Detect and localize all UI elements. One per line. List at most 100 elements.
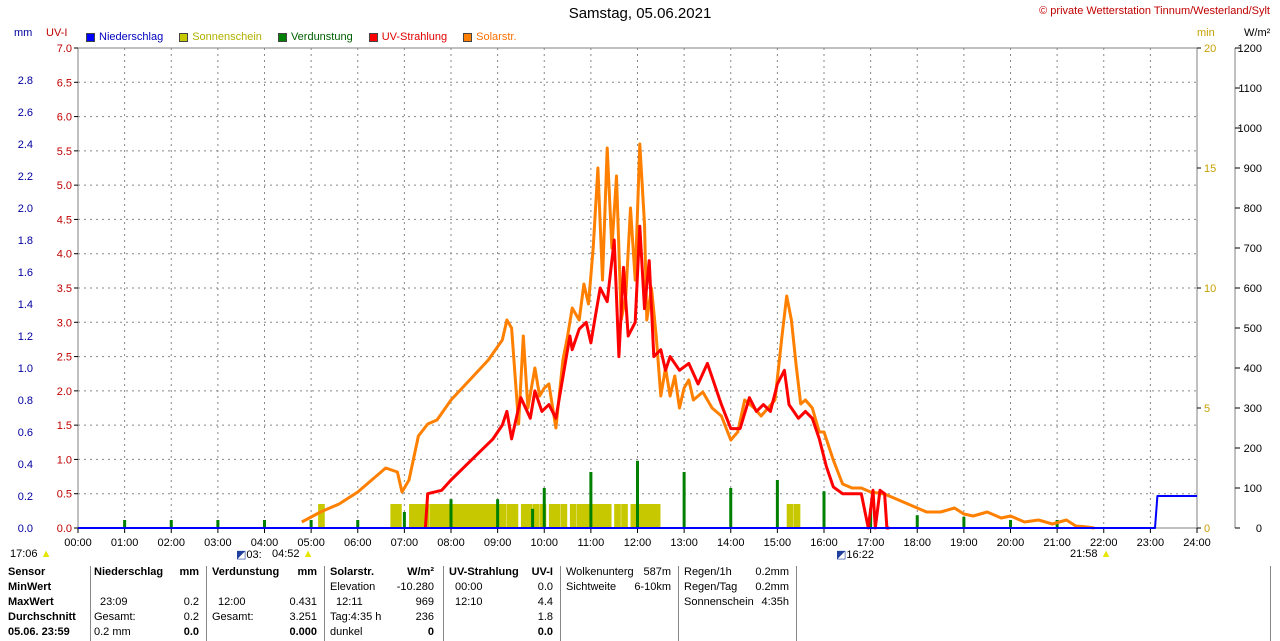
- sunshine-bar: [471, 504, 479, 528]
- wm2-tick-label: 600: [1244, 283, 1262, 295]
- sunshine-bar: [476, 504, 484, 528]
- evaporation-bar: [729, 488, 733, 528]
- sunrise-label: 04:52 ▲: [272, 548, 314, 560]
- uvi-tick-label: 5.0: [57, 180, 72, 192]
- wm2-tick-label: 400: [1244, 363, 1262, 375]
- evaporation-bar: [496, 499, 500, 528]
- legend-label: Sonnenschein: [192, 31, 262, 43]
- x-tick-label: 13:00: [670, 537, 698, 549]
- x-tick-label: 07:00: [391, 537, 419, 549]
- x-tick-label: 12:00: [624, 537, 652, 549]
- x-tick-label: 03:00: [204, 537, 232, 549]
- uvi-tick-label: 0.5: [57, 489, 72, 501]
- uvi-tick-label: 2.0: [57, 386, 72, 398]
- legend-item-niederschlag: Niederschlag: [86, 31, 163, 43]
- sunshine-bar: [506, 504, 514, 528]
- wm2-tick-label: 100: [1244, 483, 1262, 495]
- unit-wm2: W/m²: [1244, 27, 1271, 39]
- evaporation-bar: [356, 520, 360, 528]
- x-tick-label: 18:00: [903, 537, 931, 549]
- sunshine-bar: [462, 504, 470, 528]
- uvi-tick-label: 1.5: [57, 420, 72, 432]
- uvi-tick-label: 2.5: [57, 352, 72, 364]
- table-divider: [206, 566, 207, 641]
- sunshine-bar: [630, 504, 638, 528]
- wm2-tick-label: 500: [1244, 323, 1262, 335]
- legend-swatch: [277, 32, 287, 42]
- sunshine-bar: [604, 504, 612, 528]
- row-label: Durchschnitt: [8, 611, 76, 623]
- table-divider: [324, 566, 325, 641]
- sunshine-bar: [793, 504, 801, 528]
- table-divider: [443, 566, 444, 641]
- uvi-tick-label: 7.0: [57, 43, 72, 55]
- sunshine-bar: [590, 504, 598, 528]
- sunshine-bar: [653, 504, 661, 528]
- mm-tick-label: 2.4: [18, 139, 33, 151]
- uvi-tick-label: 4.5: [57, 214, 72, 226]
- table-divider: [678, 566, 679, 641]
- mm-tick-label: 1.4: [18, 299, 33, 311]
- stats-regen: Regen/1h 0.2mm Regen/Tag 0.2mm Sonnenschei…: [684, 566, 789, 608]
- x-tick-label: 00:00: [64, 537, 92, 549]
- x-tick-label: 04:00: [251, 537, 279, 549]
- min-tick-label: 5: [1204, 403, 1210, 415]
- sunset-label: 21:58 ▲: [1070, 548, 1112, 560]
- sunrise-min-label: 17:06 ▲: [10, 548, 52, 560]
- table-divider: [560, 566, 561, 641]
- uvi-tick-label: 5.5: [57, 146, 72, 158]
- mm-tick-label: 2.6: [18, 107, 33, 119]
- sunshine-bar: [434, 504, 442, 528]
- wm2-tick-label: 1000: [1238, 123, 1262, 135]
- sunshine-bar: [439, 504, 447, 528]
- sunshine-bar: [444, 504, 451, 528]
- mm-tick-label: 2.0: [18, 203, 33, 215]
- chart-title: Samstag, 05.06.2021: [568, 5, 712, 22]
- table-divider: [1270, 566, 1271, 641]
- evaporation-bar: [263, 520, 266, 528]
- sunshine-bar: [457, 504, 465, 528]
- stats-table: Sensor MinWert MaxWert Durchschnitt 05.0…: [0, 565, 1280, 641]
- x-tick-label: 21:00: [1043, 537, 1071, 549]
- sunshine-bar: [481, 504, 488, 528]
- evaporation-bar: [531, 508, 535, 528]
- evaporation-bar: [449, 499, 453, 528]
- sunshine-bar: [511, 504, 519, 528]
- unit-min: min: [1197, 27, 1215, 39]
- mm-tick-label: 0.2: [18, 491, 33, 503]
- sunshine-bar: [395, 504, 402, 528]
- sunshine-bar: [430, 504, 437, 528]
- min-tick-label: 10: [1204, 283, 1216, 295]
- legend-swatch: [86, 32, 95, 42]
- wm2-tick-label: 800: [1244, 203, 1262, 215]
- min-tick-label: 0: [1204, 523, 1210, 535]
- x-tick-label: 23:00: [1137, 537, 1165, 549]
- station-credit: © private Wetterstation Tinnum/Westerlan…: [1039, 5, 1270, 17]
- mm-tick-label: 2.8: [18, 75, 33, 87]
- unit-uvi: UV-I: [46, 27, 68, 39]
- row-label: Sensor: [8, 566, 46, 578]
- wm2-tick-label: 900: [1244, 163, 1262, 175]
- mm-tick-label: 2.2: [18, 171, 33, 183]
- min-tick-label: 20: [1204, 43, 1216, 55]
- row-label: MinWert: [8, 581, 52, 593]
- sunshine-bar: [318, 504, 325, 528]
- sunshine-bar: [581, 504, 589, 528]
- mm-tick-label: 1.0: [18, 363, 33, 375]
- x-tick-label: 17:00: [857, 537, 885, 549]
- wm2-tick-label: 0: [1256, 523, 1262, 535]
- evaporation-bar: [915, 515, 919, 528]
- x-tick-label: 15:00: [764, 537, 792, 549]
- x-tick-label: 02:00: [157, 537, 185, 549]
- uvi-tick-label: 6.0: [57, 112, 72, 124]
- sunshine-bar: [418, 504, 426, 528]
- table-divider: [90, 566, 91, 641]
- x-tick-label: 01:00: [111, 537, 139, 549]
- evaporation-bar: [589, 472, 593, 528]
- sun-icon: ▲: [40, 548, 52, 560]
- sunshine-bar: [532, 504, 540, 528]
- wm2-tick-label: 700: [1244, 243, 1262, 255]
- x-tick-label: 11:00: [578, 537, 605, 549]
- evaporation-bar: [1009, 520, 1012, 528]
- legend-swatch: [179, 32, 189, 42]
